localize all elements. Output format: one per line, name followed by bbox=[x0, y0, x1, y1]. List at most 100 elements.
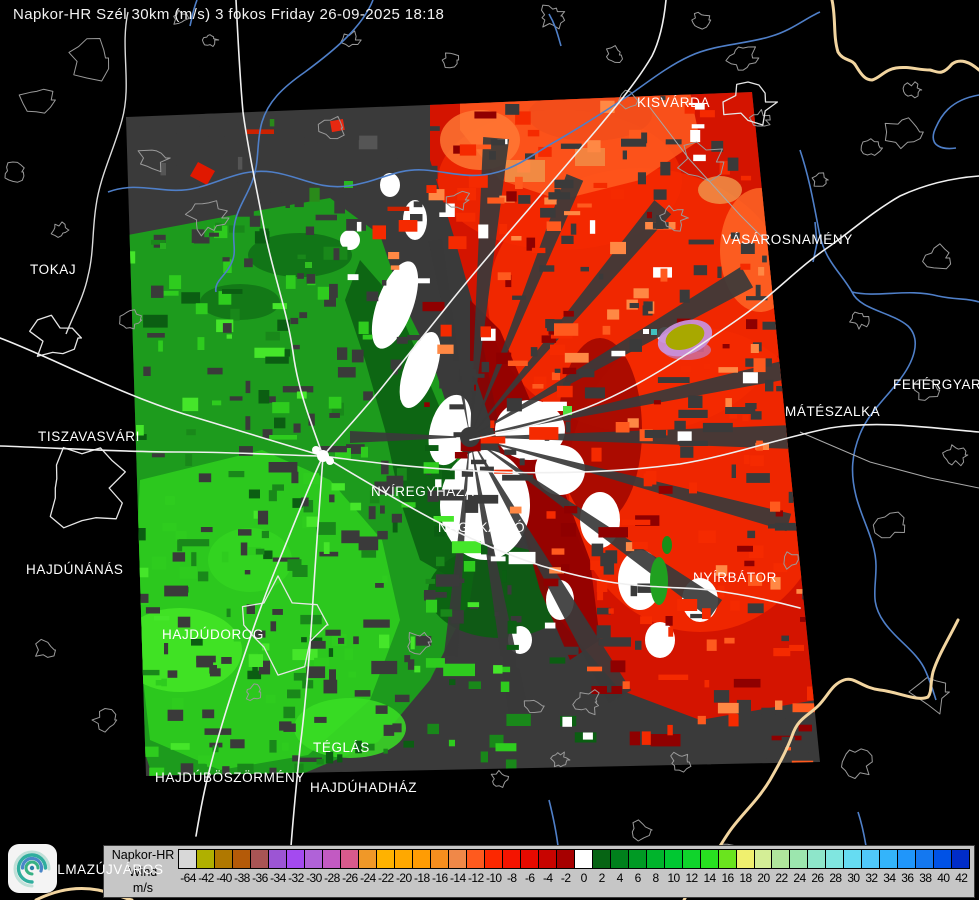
settlement-outline bbox=[523, 699, 545, 713]
legend-unit-label: m/s bbox=[132, 881, 154, 895]
legend-value: 10 bbox=[667, 871, 680, 885]
settlement-outline bbox=[922, 243, 952, 270]
settlement-outline bbox=[173, 9, 191, 25]
settlement-outline bbox=[849, 311, 870, 330]
product-title: Napkor-HR Szél 30km (m/s) 3 fokos Friday… bbox=[13, 6, 445, 23]
legend-value: 0 bbox=[580, 871, 588, 885]
legend-value: 28 bbox=[829, 871, 842, 885]
legend-value: -42 bbox=[198, 871, 214, 885]
app-logo bbox=[8, 844, 57, 893]
settlement-outline bbox=[659, 205, 689, 232]
settlement-outline bbox=[725, 46, 760, 71]
legend-title: Napkor-HR Wind m/s bbox=[108, 847, 178, 897]
legend-swatch bbox=[303, 849, 323, 869]
legend-swatch bbox=[357, 849, 377, 869]
city-label: BALMAZÚJVÁROS bbox=[38, 862, 164, 877]
legend-swatch bbox=[393, 849, 413, 869]
city-label: HAJDÚHADHÁZ bbox=[310, 780, 418, 795]
legend-swatch bbox=[681, 849, 701, 869]
settlement-outline bbox=[541, 4, 566, 30]
city-label: TÉGLÁS bbox=[313, 740, 370, 755]
legend-swatch bbox=[537, 849, 557, 869]
legend-value: 42 bbox=[955, 871, 968, 885]
legend-value: 8 bbox=[652, 871, 660, 885]
legend-value: -32 bbox=[288, 871, 304, 885]
legend-value: 24 bbox=[793, 871, 806, 885]
radar-nodata-spoke bbox=[470, 200, 672, 437]
radar-data-field bbox=[126, 92, 820, 776]
legend-value: -10 bbox=[485, 871, 502, 885]
settlement-outline bbox=[50, 221, 70, 238]
legend-swatch bbox=[627, 849, 647, 869]
legend-swatch bbox=[825, 849, 845, 869]
legend-swatch bbox=[609, 849, 629, 869]
settlement-outline bbox=[749, 109, 771, 127]
legend-swatch bbox=[411, 849, 431, 869]
legend-value: -20 bbox=[396, 871, 412, 885]
city-label: FEHÉRGYARMAT bbox=[893, 377, 979, 392]
legend-value: 12 bbox=[685, 871, 698, 885]
legend-value: 30 bbox=[847, 871, 860, 885]
settlement-outline bbox=[550, 751, 571, 768]
legend-value: 32 bbox=[865, 871, 878, 885]
legend-value: -38 bbox=[234, 871, 250, 885]
legend-value: 22 bbox=[775, 871, 788, 885]
legend-value: 14 bbox=[703, 871, 716, 885]
legend-value: -34 bbox=[270, 871, 286, 885]
legend-quantity-label: Wind bbox=[128, 864, 158, 879]
city-label: NAGYKÁLLÓ bbox=[438, 520, 526, 535]
settlement-outline bbox=[783, 551, 799, 570]
legend-swatch bbox=[483, 849, 503, 869]
legend-value: -30 bbox=[306, 871, 322, 885]
city-label: TOKAJ bbox=[30, 262, 77, 277]
legend-swatch bbox=[951, 849, 971, 869]
settlement-outline bbox=[942, 444, 969, 467]
rivers bbox=[107, 0, 979, 847]
radar-nodata-spoke bbox=[470, 174, 584, 437]
main-roads bbox=[0, 0, 979, 861]
legend-swatch bbox=[897, 849, 917, 869]
settlement-outline bbox=[606, 45, 623, 63]
legend-value: 38 bbox=[919, 871, 932, 885]
legend-product-label: Napkor-HR bbox=[111, 848, 175, 862]
legend-swatch bbox=[285, 849, 305, 869]
settlement-outline bbox=[872, 511, 906, 539]
settlement-outline bbox=[860, 138, 883, 156]
legend-value: 4 bbox=[616, 871, 624, 885]
legend-swatch bbox=[843, 849, 863, 869]
legend-swatch bbox=[861, 849, 881, 869]
minor-roads bbox=[647, 104, 979, 489]
legend-value: -2 bbox=[560, 871, 571, 885]
settlement-outline bbox=[340, 30, 362, 48]
legend-swatch bbox=[339, 849, 359, 869]
settlement-outline bbox=[201, 34, 220, 47]
settlement-outline bbox=[18, 88, 56, 114]
county-border-line bbox=[65, 11, 129, 335]
settlement-outline bbox=[908, 677, 950, 715]
settlement-outline bbox=[841, 748, 873, 779]
legend-value: -36 bbox=[252, 871, 268, 885]
settlement-outline bbox=[913, 379, 941, 401]
red-echo-speck bbox=[190, 162, 215, 185]
legend-value: -40 bbox=[216, 871, 232, 885]
legend-value: -24 bbox=[360, 871, 376, 885]
legend-swatch bbox=[555, 849, 575, 869]
legend-swatch bbox=[249, 849, 269, 869]
settlement-outline bbox=[184, 200, 230, 237]
legend-value: 36 bbox=[901, 871, 914, 885]
settlement-outline bbox=[722, 81, 779, 126]
legend-swatch bbox=[213, 849, 233, 869]
legend-swatch bbox=[178, 849, 197, 869]
legend-swatch bbox=[465, 849, 485, 869]
settlement-outline bbox=[884, 117, 924, 150]
settlement-outline bbox=[68, 38, 110, 82]
legend-swatch bbox=[771, 849, 791, 869]
legend-swatch bbox=[195, 849, 215, 869]
legend-swatch bbox=[753, 849, 773, 869]
legend-swatch bbox=[735, 849, 755, 869]
settlement-outline bbox=[811, 172, 829, 187]
legend-swatch bbox=[501, 849, 521, 869]
settlement-outline bbox=[631, 819, 653, 842]
